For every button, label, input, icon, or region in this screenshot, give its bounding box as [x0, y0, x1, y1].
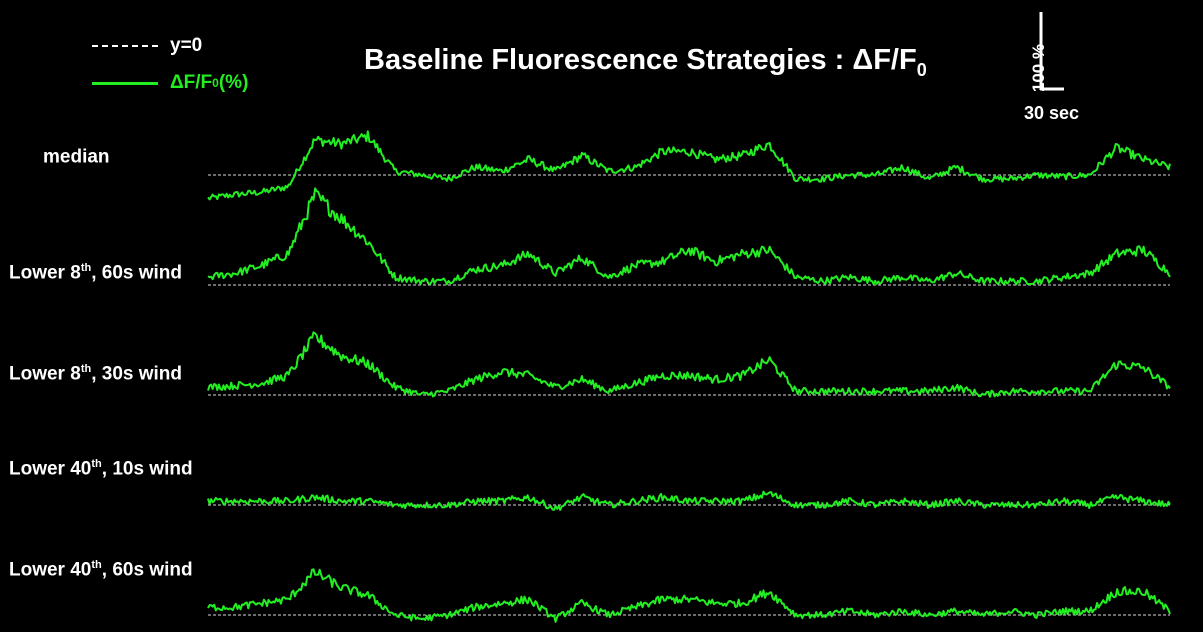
row-label-sup: th: [91, 458, 102, 470]
chart-title-sub: 0: [916, 59, 927, 80]
row-label-text: Lower 8: [9, 262, 81, 284]
legend-dash-swatch: [92, 45, 158, 47]
row-label-median: median: [43, 146, 110, 168]
chart-title-main: Baseline Fluorescence Strategies : ΔF/F: [364, 44, 917, 76]
row-label-text: median: [43, 146, 110, 168]
row-label-lower8-60s: Lower 8th, 60s wind: [9, 262, 182, 284]
legend-item-trace: ΔF/F 0 (%): [92, 71, 248, 95]
row-label-lower40-10s: Lower 40th, 10s wind: [9, 458, 193, 480]
scale-bar-y-label: 100 %: [1029, 43, 1048, 93]
trace-line: [207, 490, 1171, 511]
row-label-sup: th: [80, 262, 92, 274]
row-label-sup: th: [80, 363, 92, 375]
scale-bar-x-label: 30 sec: [1024, 103, 1080, 123]
trace-line: [207, 568, 1171, 623]
row-label-lower40-60s: Lower 40th, 60s wind: [9, 559, 193, 581]
row-label-tail: , 60s wind: [91, 262, 183, 284]
legend-trace-tail: (%): [218, 72, 249, 93]
legend-trace-label: ΔF/F: [170, 72, 213, 93]
row-label-tail: , 30s wind: [91, 363, 183, 385]
trace-line: [207, 130, 1171, 201]
legend-baseline-label: y=0: [170, 35, 203, 56]
row-label-text: Lower 8: [9, 363, 81, 385]
scale-bar: [1039, 12, 1064, 91]
row-label-tail: , 60s wind: [101, 559, 193, 581]
legend-trace-sub: 0: [212, 76, 219, 90]
row-label-sup: th: [91, 559, 102, 571]
trace-line: [207, 331, 1171, 398]
row-label-text: Lower 40: [9, 458, 92, 480]
trace-line: [207, 187, 1171, 286]
row-label-text: Lower 40: [9, 559, 92, 581]
legend-solid-swatch: [92, 81, 158, 85]
chart-title: Baseline Fluorescence Strategies : ΔF/F0: [364, 44, 927, 81]
row-label-lower8-30s: Lower 8th, 30s wind: [9, 363, 182, 385]
legend-item-baseline: y=0: [92, 34, 202, 58]
row-label-tail: , 10s wind: [101, 458, 193, 480]
